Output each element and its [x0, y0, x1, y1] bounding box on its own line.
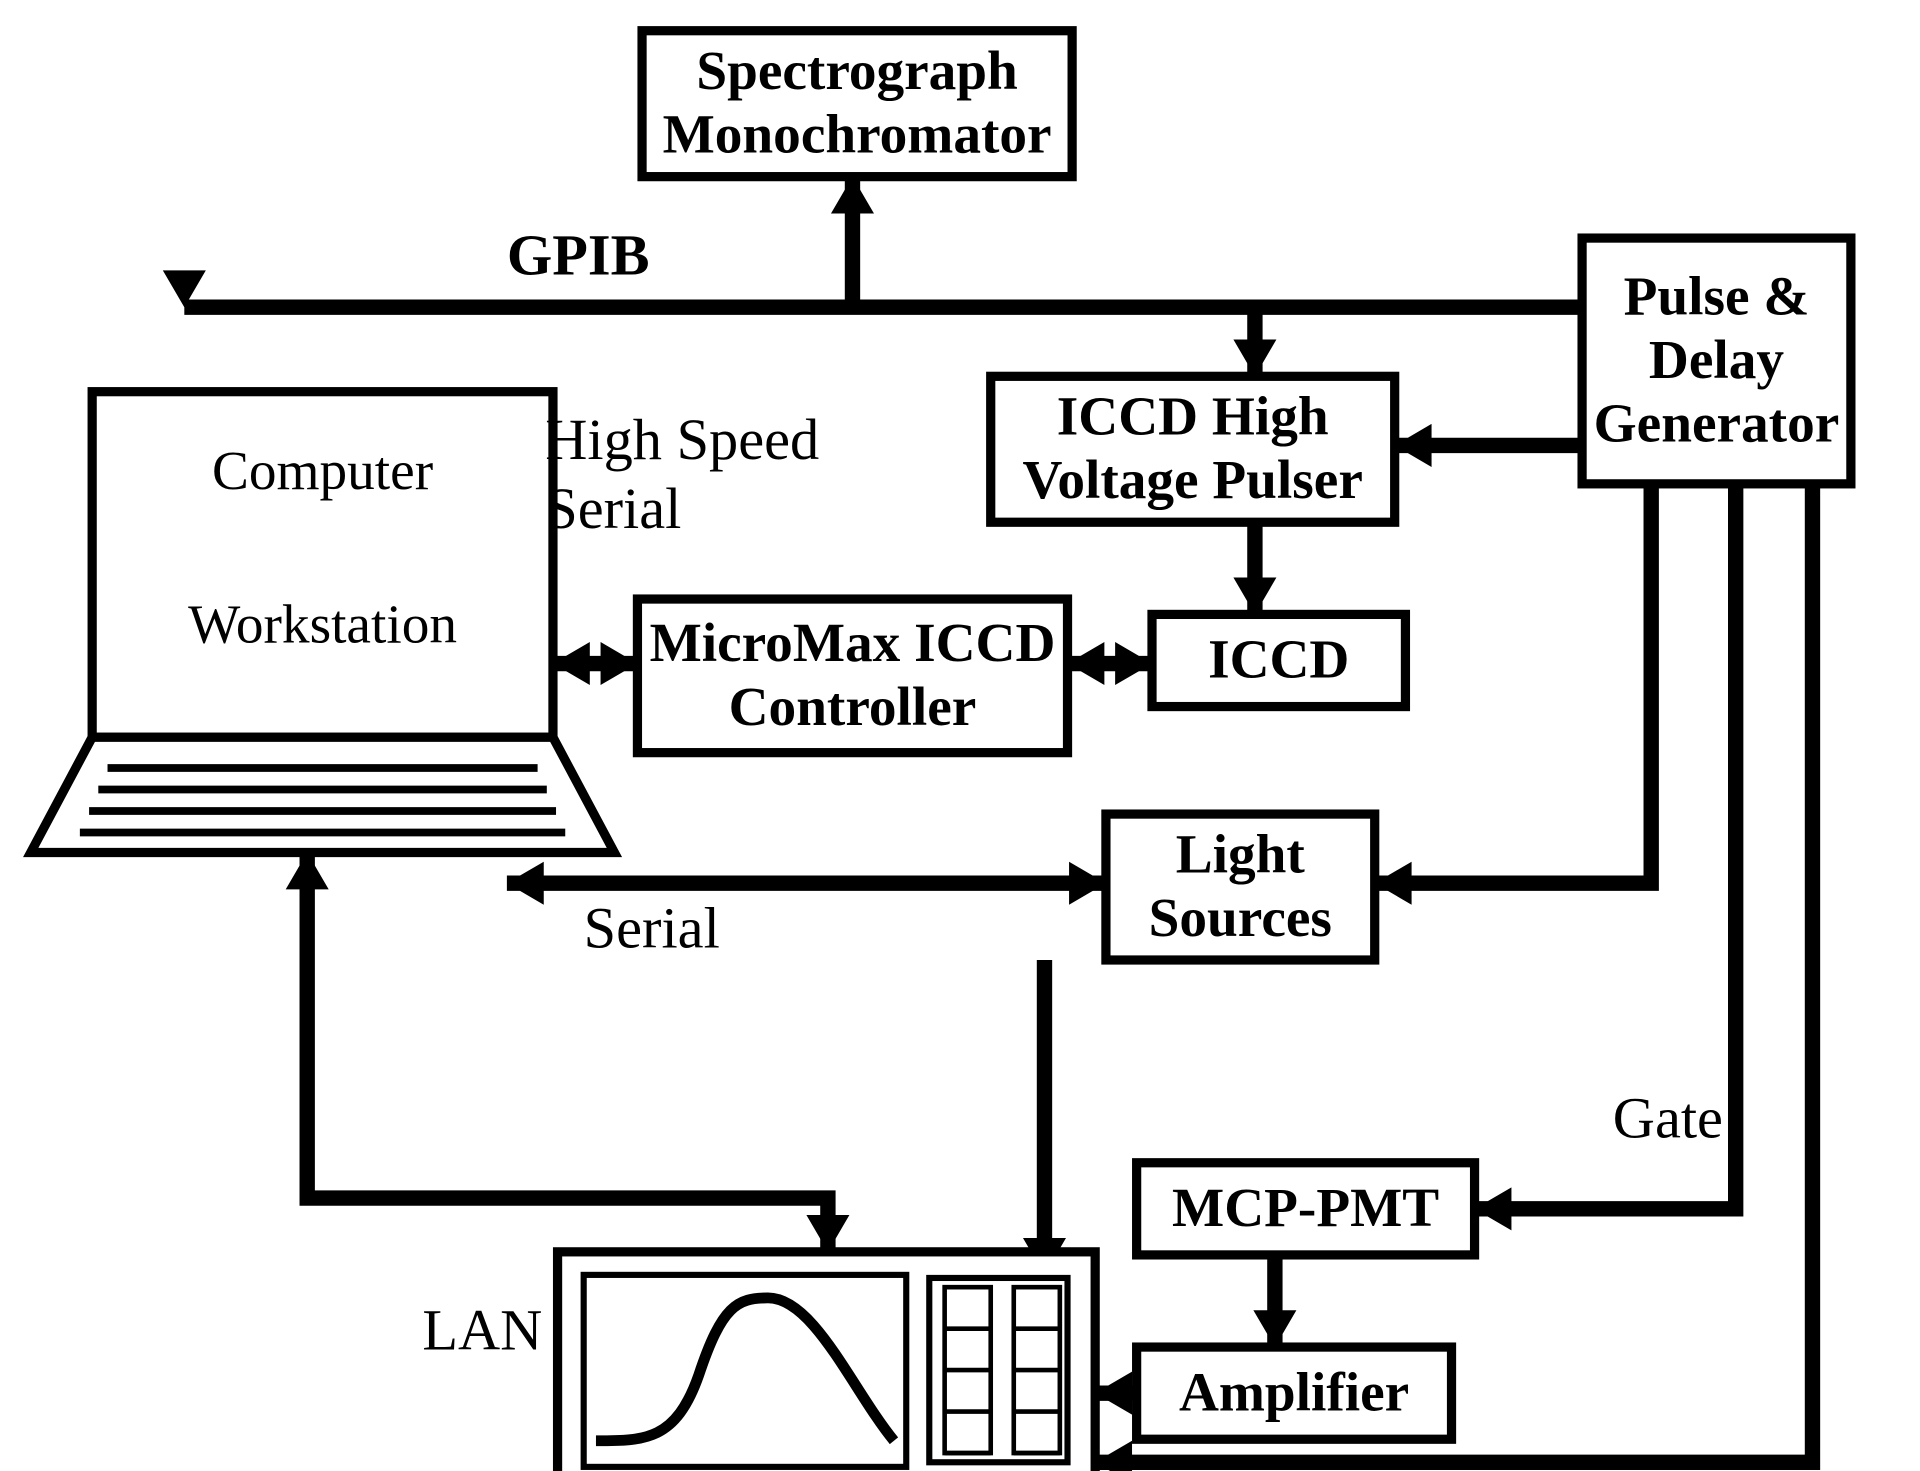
arrowhead	[507, 862, 544, 905]
arrowhead	[1115, 642, 1152, 685]
node-amp-label: Amplifier	[1179, 1361, 1409, 1422]
node-amp-label-line0: Amplifier	[1179, 1361, 1409, 1422]
label-gate: Gate	[1613, 1086, 1723, 1151]
node-spectro-label-line1: Monochromator	[663, 104, 1052, 165]
arrowhead	[1069, 862, 1106, 905]
label-serial: Serial	[584, 895, 720, 960]
arrowhead	[1253, 1310, 1296, 1347]
node-pulser-label-line1: Voltage Pulser	[1023, 449, 1363, 510]
arrowhead	[1375, 862, 1412, 905]
node-micromax-label-line1: Controller	[729, 676, 977, 737]
arrowhead	[1068, 642, 1105, 685]
arrowhead	[286, 852, 329, 889]
arrowhead	[1395, 424, 1432, 467]
node-mcp-label: MCP-PMT	[1172, 1177, 1439, 1238]
node-spectro-label-line0: Spectrograph	[696, 40, 1017, 101]
node-pulser-label-line0: ICCD High	[1057, 386, 1329, 447]
label-lan: LAN	[422, 1298, 542, 1363]
arrowhead	[1475, 1187, 1512, 1230]
arrowhead	[1233, 339, 1276, 376]
arrowhead	[831, 177, 874, 214]
edge-ws-osc-lan	[307, 852, 828, 1251]
workstation-text2: Workstation	[188, 593, 457, 654]
node-pulsegen-label-line2: Generator	[1594, 393, 1840, 454]
node-pulsegen-label-line1: Delay	[1649, 329, 1784, 390]
node-pulsegen-label-line0: Pulse &	[1624, 266, 1810, 327]
node-mcp-label-line0: MCP-PMT	[1172, 1177, 1439, 1238]
label-gpib: GPIB	[507, 223, 650, 288]
arrowhead	[553, 642, 590, 685]
node-light-label-line1: Sources	[1149, 887, 1332, 948]
arrowhead	[601, 642, 638, 685]
label-highspeed1: High Speed	[545, 407, 819, 472]
node-micromax-label-line0: MicroMax ICCD	[650, 612, 1056, 673]
node-iccd-label-line0: ICCD	[1208, 629, 1349, 690]
node-light-label-line0: Light	[1176, 823, 1306, 884]
arrowhead	[806, 1215, 849, 1252]
arrowhead	[1233, 578, 1276, 615]
arrowhead	[1095, 1372, 1132, 1415]
workstation-text1: Computer	[212, 440, 433, 501]
label-highspeed2: Serial	[545, 476, 681, 541]
edge-pulsegen-light	[1375, 484, 1651, 883]
node-iccd-label: ICCD	[1208, 629, 1349, 690]
